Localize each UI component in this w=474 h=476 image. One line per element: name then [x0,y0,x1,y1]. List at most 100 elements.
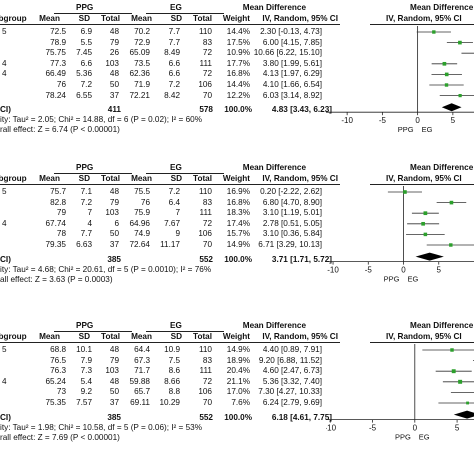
col-header-total: Total [101,332,120,341]
pooled-mean-difference-ci: 6.18 [4.61, 7.75] [271,412,332,422]
pooled-mean-difference-ci: 4.83 [3.43, 6.23] [271,105,332,115]
col-header-mean-difference-plot: Mean Difference [410,3,474,12]
eg-total: 83 [202,197,212,207]
mean-difference-ci: 6.71 [3.29, 10.13] [258,240,322,249]
eg-mean: 75.5 [134,187,150,196]
col-header-mean-difference-plot: Mean Difference [410,321,474,330]
eg-mean: 72.21 [129,90,151,100]
divider-line [0,184,340,185]
eg-sd: 7 [175,208,180,218]
pooled-estimate-diamond [441,103,462,112]
point-estimate-marker [444,83,449,87]
mean-difference-ci: 2.30 [-0.13, 4.73] [260,27,322,36]
forest-plot-panel: PPG EG Mean Difference Mean Difference Subgr… [0,0,474,158]
weight-value: 14.4% [226,27,250,36]
x-axis-tick-label: 0 [415,116,420,125]
weight-value: 17.0% [226,387,250,397]
weight-value: 14.4% [226,80,250,89]
x-axis-tick-label: 0 [413,424,418,433]
heterogeneity-stats: ity: Tau² = 2.05; Chi² = 14.88, df = 6 (… [0,115,202,125]
divider-line [54,173,132,174]
ppg-total: 79 [109,197,119,207]
ppg-total: 37 [109,240,119,249]
ppg-sd: 7.9 [80,355,92,365]
ppg-total: 50 [109,80,119,89]
ppg-mean: 75.7 [50,187,66,196]
ppg-sd: 5.5 [80,37,92,47]
ppg-sd: 5.4 [80,376,92,386]
divider-line [146,331,224,332]
eg-sd: 6.6 [168,69,180,79]
total-label: CI) [0,412,11,422]
ppg-sd: 6.9 [80,27,92,36]
ppg-sd: 7.57 [76,398,92,407]
eg-mean: 64.4 [134,345,150,354]
weight-value: 12.2% [226,90,250,100]
group-header-eg: EG [170,163,182,172]
group-header-eg: EG [170,321,182,330]
mean-difference-ci: 10.66 [6.22, 15.10] [253,48,322,58]
point-estimate-marker [458,93,462,98]
ppg-total: 48 [109,27,119,36]
divider-line [370,184,474,185]
ppg-total: 79 [109,37,119,47]
eg-sd: 10.9 [164,345,180,354]
x-axis-tick-label: 5 [455,424,460,433]
col-header-mean: Mean [39,14,60,23]
point-estimate-marker [403,190,407,194]
study-label: 4 [2,376,7,386]
col-subheader-iv-random: IV, Random, 95% CI [262,14,338,23]
forest-plot-graphic: -10 -5 0 5 PPG EG [326,26,474,134]
ppg-total-sum: 385 [107,254,121,264]
ppg-total: 48 [109,187,119,196]
mean-difference-ci: 7.30 [4.27, 10.33] [258,387,322,397]
study-label: 4 [2,218,7,228]
eg-sd: 9 [175,229,180,239]
weight-value: 7.6% [231,398,250,407]
ppg-sd: 10.1 [76,345,92,354]
weight-value: 16.8% [226,69,250,79]
eg-mean: 70.2 [134,27,150,36]
col-header-subgroup: Subgroup [0,14,27,23]
mean-difference-ci: 3.80 [1.99, 5.61] [262,58,322,68]
ppg-total-sum: 385 [107,412,121,422]
ppg-total: 48 [109,69,119,79]
group-header-ppg: PPG [76,163,94,172]
col-subheader-iv-random-plot: IV, Random, 95% CI [386,14,462,23]
eg-sd: 6.6 [168,58,180,68]
mean-difference-ci: 4.60 [2.47, 6.73] [262,366,322,376]
eg-mean: 65.7 [134,387,150,397]
col-header-mean: Mean [39,332,60,341]
eg-total: 72 [202,69,212,79]
eg-total: 111 [199,366,212,376]
eg-sd: 7.2 [168,187,180,196]
weight-value: 16.8% [226,197,250,207]
overall-effect-test: all effect: Z = 3.63 (P = 0.0003) [0,274,113,284]
mean-difference-ci: 6.00 [4.15, 7.85] [262,37,322,47]
ppg-sd: 6.6 [80,58,92,68]
ppg-sd: 6.63 [76,240,92,249]
mean-difference-ci: 9.20 [6.88, 11.52] [258,355,322,365]
eg-mean: 72.9 [134,37,150,47]
total-label: CI) [0,254,11,264]
point-estimate-marker [449,243,453,247]
col-header-mean: Mean [131,14,152,23]
ppg-mean: 67.74 [45,218,67,228]
point-estimate-marker [458,379,463,384]
divider-line [54,13,132,14]
ppg-total: 103 [105,366,119,376]
eg-total: 111 [199,208,212,218]
mean-difference-ci: 4.13 [1.97, 6.29] [262,69,322,79]
eg-total: 72 [202,48,212,58]
forest-plot-graphic: -10 -5 0 5 PPG EG [326,186,474,284]
weight-value: 15.7% [226,229,250,239]
x-axis-tick-label: -10 [327,266,339,275]
point-estimate-marker [449,200,454,205]
point-estimate-marker [442,61,447,66]
eg-sd: 8.8 [168,387,180,397]
study-label: 5 [2,345,7,354]
eg-sd: 7.2 [168,80,180,89]
col-subheader-iv-random: IV, Random, 95% CI [262,174,338,183]
overall-effect-test: rall effect: Z = 7.69 (P < 0.00001) [0,432,120,442]
ppg-mean: 79.35 [45,240,67,249]
